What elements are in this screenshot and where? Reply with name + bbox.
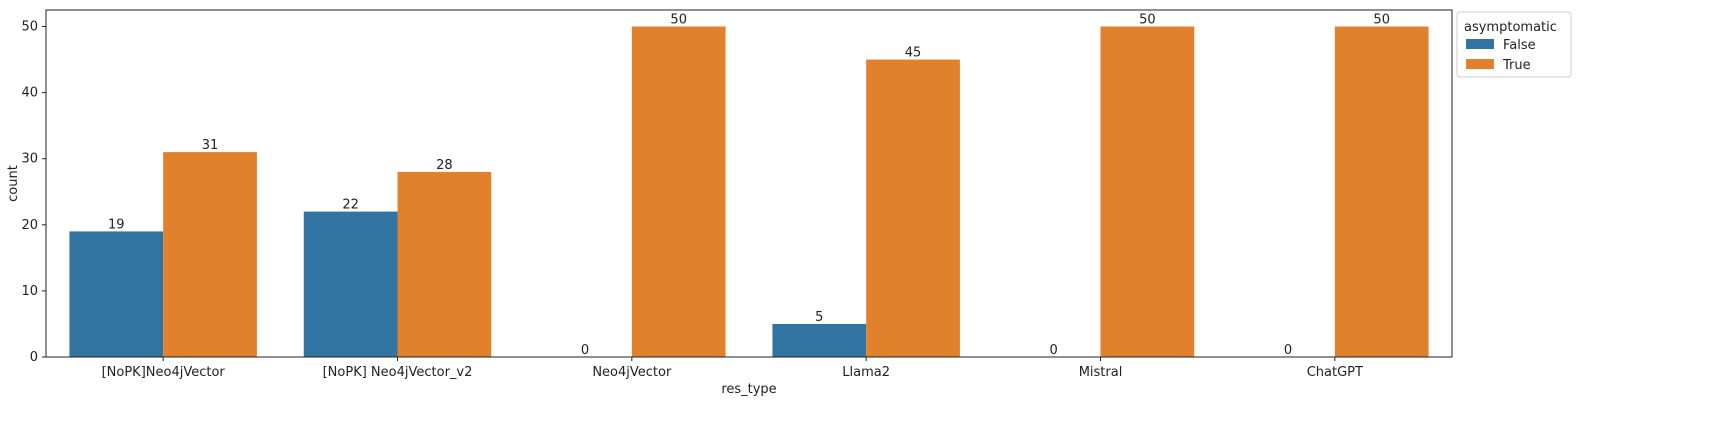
y-axis: 0 10 20 30 40 50 (21, 20, 46, 365)
x-axis: [NoPK]Neo4jVector [NoPK] Neo4jVector_v2 Ne… (102, 357, 1363, 380)
plot-frame (45, 9, 1453, 358)
bar-value-label: 31 (202, 138, 219, 153)
y-tick-label: 0 (30, 350, 38, 365)
bar-true (631, 26, 726, 358)
bar-value-label: 0 (1049, 343, 1057, 358)
y-tick-label: 30 (21, 152, 38, 167)
y-axis-label: count (6, 165, 21, 202)
bars-layer (69, 26, 1429, 358)
bar-true (397, 171, 492, 357)
bar-value-label: 0 (1284, 343, 1292, 358)
bar-false (303, 211, 398, 357)
legend: asymptomatic False True (1456, 11, 1572, 78)
bar-true (163, 152, 257, 357)
y-tick-label: 50 (21, 20, 38, 35)
bar-true (866, 59, 960, 357)
legend-swatch-false (1466, 39, 1494, 49)
x-axis-label: res_type (721, 382, 776, 397)
x-tick-label: [NoPK]Neo4jVector (102, 365, 226, 380)
bar-value-label: 50 (1373, 13, 1390, 28)
bar-value-label: 5 (815, 310, 823, 325)
x-tick-label: ChatGPT (1307, 365, 1363, 380)
bar-true (1334, 26, 1429, 358)
x-tick-label: [NoPK] Neo4jVector_v2 (323, 365, 473, 380)
x-tick-label: Llama2 (842, 365, 890, 380)
bar-value-label: 28 (436, 158, 453, 173)
legend-title: asymptomatic (1464, 20, 1557, 35)
y-tick-label: 20 (21, 218, 38, 233)
legend-swatch-true (1466, 59, 1494, 69)
bar-false (772, 323, 867, 357)
bar-false (69, 231, 164, 357)
bar-value-label: 0 (581, 343, 589, 358)
bar-value-label: 19 (108, 217, 125, 232)
bar-value-label: 45 (905, 46, 922, 61)
bar-value-label: 50 (670, 13, 687, 28)
bar-value-label: 50 (1139, 13, 1156, 28)
y-tick-label: 10 (21, 284, 38, 299)
legend-label-true: True (1502, 58, 1531, 73)
bar-value-label: 22 (342, 198, 359, 213)
x-tick-label: Mistral (1079, 365, 1123, 380)
y-tick-label: 40 (21, 86, 38, 101)
bar-true (1100, 26, 1195, 358)
data-labels-layer: 19 31 22 28 0 50 5 45 0 50 0 50 (108, 13, 1390, 358)
x-tick-label: Neo4jVector (592, 365, 672, 380)
legend-label-false: False (1503, 38, 1536, 53)
